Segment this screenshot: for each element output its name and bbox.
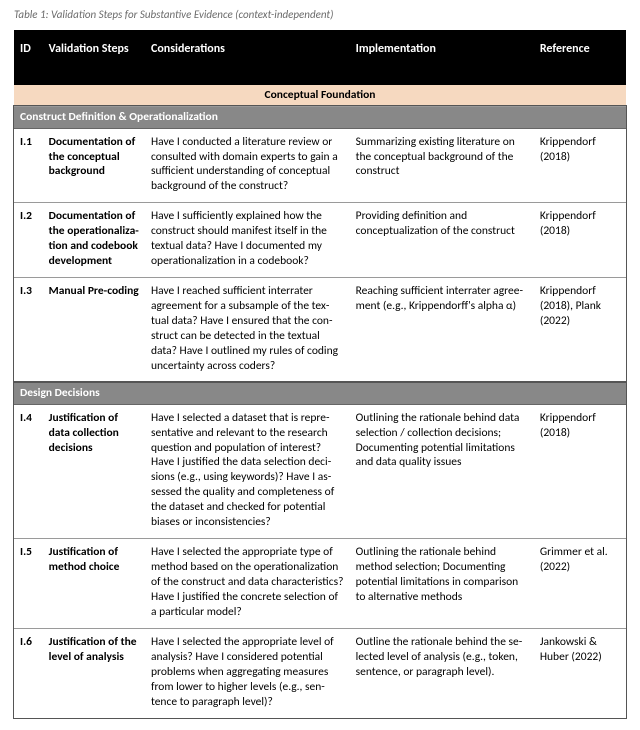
section-row-construct: Construct Definition & Operationalizatio… [14, 106, 626, 128]
row-implementation: Summarizing existing literature on the c… [350, 128, 534, 203]
table-row: I.3 Manual Pre-coding Have I reached suf… [14, 278, 626, 383]
row-implementation: Outlining the rationale behind data se­l… [350, 404, 534, 539]
col-reference: Reference [534, 30, 626, 84]
row-id: I.2 [14, 203, 43, 278]
row-id: I.5 [14, 539, 43, 629]
row-id: I.4 [14, 404, 43, 539]
row-id: I.6 [14, 628, 43, 718]
row-id: I.3 [14, 278, 43, 383]
row-id: I.1 [14, 128, 43, 203]
table-caption: Table 1: Validation Steps for Substantiv… [14, 8, 626, 22]
row-step: Justification of the level of analysis [43, 628, 145, 718]
phase-row: Conceptual Foundation [14, 85, 626, 106]
col-id: ID [14, 30, 43, 84]
table-row: I.6 Justification of the level of analys… [14, 628, 626, 718]
row-considerations: Have I reached sufficient interrater agr… [145, 278, 350, 383]
row-implementation: Reaching sufficient interrater agree­men… [350, 278, 534, 383]
row-step: Documenta­tion of the conceptual backgro… [43, 128, 145, 203]
col-implementation: Implementation [350, 30, 534, 84]
row-reference: Krippendorf (2018), Plank (2022) [534, 278, 626, 383]
table-row: I.5 Justification of method choice Have … [14, 539, 626, 629]
row-step: Manual Pre-coding [43, 278, 145, 383]
row-reference: Grimmer et al. (2022) [534, 539, 626, 629]
row-considerations: Have I selected a dataset that is repre­… [145, 404, 350, 539]
row-step: Documenta­tion of the op­erationaliza­ti… [43, 203, 145, 278]
phase-label: Conceptual Foundation [14, 85, 626, 106]
row-reference: Krippendorf (2018) [534, 404, 626, 539]
row-considerations: Have I sufficiently explained how the co… [145, 203, 350, 278]
table-row: I.4 Justification of data collec­tion de… [14, 404, 626, 539]
section-label: Construct Definition & Operationalizatio… [14, 106, 626, 128]
col-considerations: Considerations [145, 30, 350, 84]
row-step: Justification of data collec­tion decisi… [43, 404, 145, 539]
col-steps: Validation Steps [43, 30, 145, 84]
row-reference: Jankowski & Huber (2022) [534, 628, 626, 718]
table-header: ID Validation Steps Considerations Imple… [14, 30, 626, 84]
row-considerations: Have I selected the appropriate type of … [145, 539, 350, 629]
row-reference: Krippendorf (2018) [534, 203, 626, 278]
validation-table: ID Validation Steps Considerations Imple… [14, 30, 626, 718]
row-implementation: Providing definition and conceptualiza­t… [350, 203, 534, 278]
row-implementation: Outline the rationale behind the se­lect… [350, 628, 534, 718]
row-implementation: Outlining the rationale behind method se… [350, 539, 534, 629]
section-row-design: Design Decisions [14, 382, 626, 404]
row-considerations: Have I conducted a literature review or … [145, 128, 350, 203]
section-label: Design Decisions [14, 382, 626, 404]
table-row: I.1 Documenta­tion of the conceptual bac… [14, 128, 626, 203]
table-row: I.2 Documenta­tion of the op­erationaliz… [14, 203, 626, 278]
row-reference: Krippendorf (2018) [534, 128, 626, 203]
row-step: Justification of method choice [43, 539, 145, 629]
row-considerations: Have I selected the appropriate level of… [145, 628, 350, 718]
